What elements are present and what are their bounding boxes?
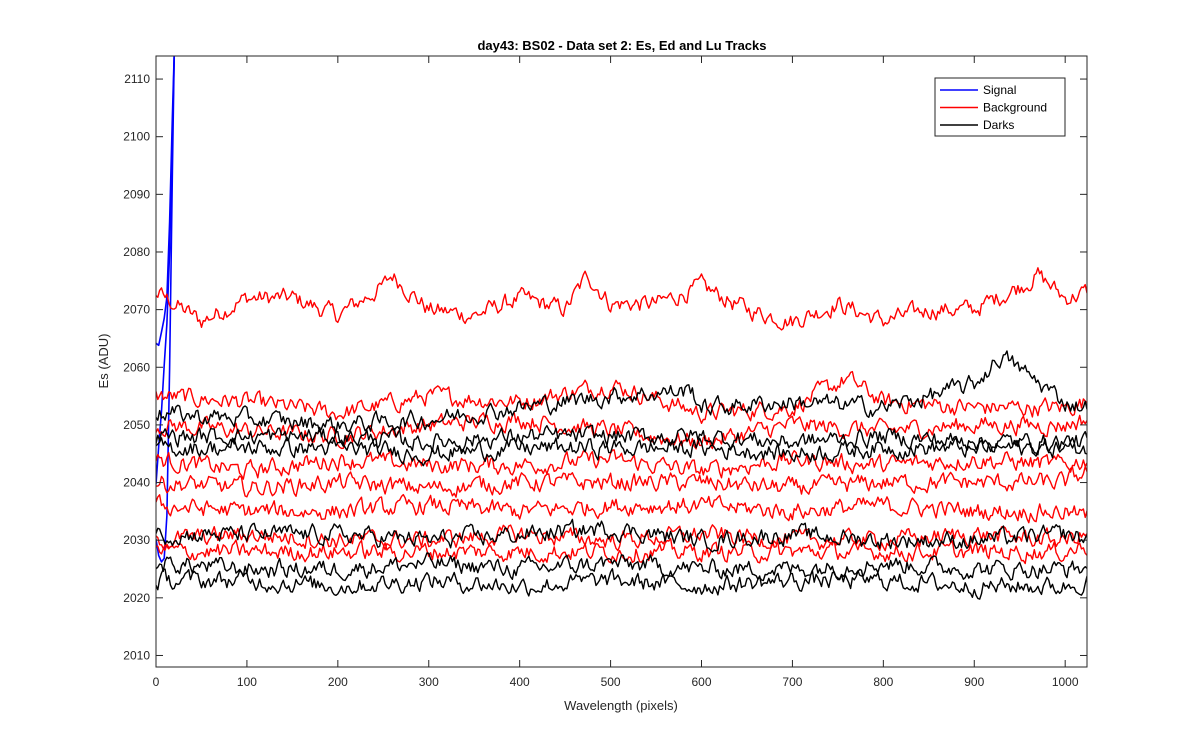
y-tick-label: 2030 bbox=[123, 533, 150, 547]
series-line-background-4 bbox=[156, 370, 1087, 424]
x-tick-label: 100 bbox=[237, 675, 257, 689]
x-tick-label: 300 bbox=[419, 675, 439, 689]
series-line-darks-11 bbox=[156, 350, 1087, 434]
series-layer bbox=[156, 56, 1087, 600]
series-line-darks-15 bbox=[156, 552, 1087, 582]
series-line-background-3 bbox=[156, 267, 1087, 331]
series-line-signal-1 bbox=[156, 57, 175, 563]
y-tick-label: 2070 bbox=[123, 303, 150, 317]
y-tick-label: 2010 bbox=[123, 648, 150, 662]
x-tick-label: 0 bbox=[153, 675, 160, 689]
y-tick-label: 2060 bbox=[123, 360, 150, 374]
x-tick-label: 1000 bbox=[1052, 675, 1079, 689]
legend: Signal Background Darks bbox=[934, 77, 1066, 137]
y-tick-label: 2080 bbox=[123, 245, 150, 259]
y-tick-label: 2040 bbox=[123, 476, 150, 490]
y-axis-label: Es (ADU) bbox=[96, 334, 111, 389]
x-tick-label: 600 bbox=[691, 675, 711, 689]
x-axis-label: Wavelength (pixels) bbox=[564, 698, 678, 713]
x-tick-label: 700 bbox=[782, 675, 802, 689]
y-tick-label: 2100 bbox=[123, 130, 150, 144]
x-tick-label: 900 bbox=[964, 675, 984, 689]
x-tick-label: 500 bbox=[601, 675, 621, 689]
plot-frame bbox=[155, 55, 1088, 668]
legend-label-background: Background bbox=[983, 101, 1047, 115]
series-line-background-8 bbox=[156, 493, 1087, 524]
x-tick-label: 800 bbox=[873, 675, 893, 689]
x-axis: 0 100 200 300 400 500 600 700 800 900 1000 bbox=[153, 56, 1079, 689]
series-line-darks-16 bbox=[156, 568, 1087, 600]
x-tick-label: 400 bbox=[510, 675, 530, 689]
chart-title: day43: BS02 - Data set 2: Es, Ed and Lu … bbox=[477, 38, 766, 53]
y-tick-label: 2050 bbox=[123, 418, 150, 432]
series-line-darks-12 bbox=[156, 424, 1087, 456]
y-tick-label: 2110 bbox=[124, 72, 150, 86]
y-tick-label: 2020 bbox=[123, 591, 150, 605]
plot-area bbox=[156, 56, 1087, 600]
series-line-darks-14 bbox=[156, 518, 1087, 553]
legend-label-darks: Darks bbox=[983, 118, 1014, 132]
series-line-darks-13 bbox=[156, 436, 1087, 467]
y-tick-label: 2090 bbox=[123, 187, 150, 201]
x-tick-label: 200 bbox=[328, 675, 348, 689]
series-line-background-6 bbox=[156, 449, 1087, 480]
legend-label-signal: Signal bbox=[983, 83, 1016, 97]
y-axis: 2010 2020 2030 2040 2050 2060 2070 2080 2090 2100… bbox=[123, 72, 1087, 662]
series-line-background-7 bbox=[156, 466, 1087, 498]
